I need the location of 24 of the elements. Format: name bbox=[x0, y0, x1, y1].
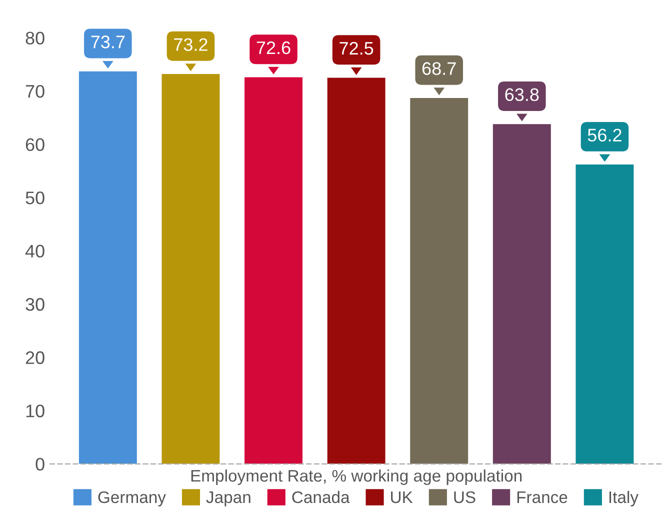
data-label: 72.6 bbox=[256, 41, 290, 54]
y-tick-label: 60 bbox=[26, 138, 44, 152]
legend-label: Canada bbox=[292, 490, 350, 504]
legend-label: Germany bbox=[98, 491, 166, 506]
legend-label: Italy bbox=[609, 490, 638, 506]
legend-label: Japan bbox=[206, 492, 250, 506]
y-tick-label: 10 bbox=[26, 404, 44, 418]
y-tick-label: 50 bbox=[26, 192, 44, 204]
legend-label: US bbox=[454, 491, 476, 504]
data-label: 68.7 bbox=[422, 62, 456, 75]
y-tick-label: 20 bbox=[26, 351, 44, 364]
y-tick-label: 30 bbox=[26, 298, 44, 311]
data-label: 73.2 bbox=[174, 38, 208, 51]
legend-label: France bbox=[517, 492, 568, 504]
y-tick-label: 0 bbox=[36, 458, 44, 471]
legend-label: UK bbox=[391, 492, 413, 504]
data-label: 63.8 bbox=[505, 88, 539, 102]
x-axis-title: Employment Rate, % working age population bbox=[191, 469, 522, 485]
data-label: 56.2 bbox=[588, 128, 622, 142]
y-tick-label: 80 bbox=[26, 32, 44, 44]
data-label: 72.5 bbox=[340, 42, 374, 55]
data-label: 73.7 bbox=[91, 36, 125, 48]
y-tick-label: 40 bbox=[25, 244, 44, 258]
y-tick-label: 70 bbox=[26, 84, 44, 98]
